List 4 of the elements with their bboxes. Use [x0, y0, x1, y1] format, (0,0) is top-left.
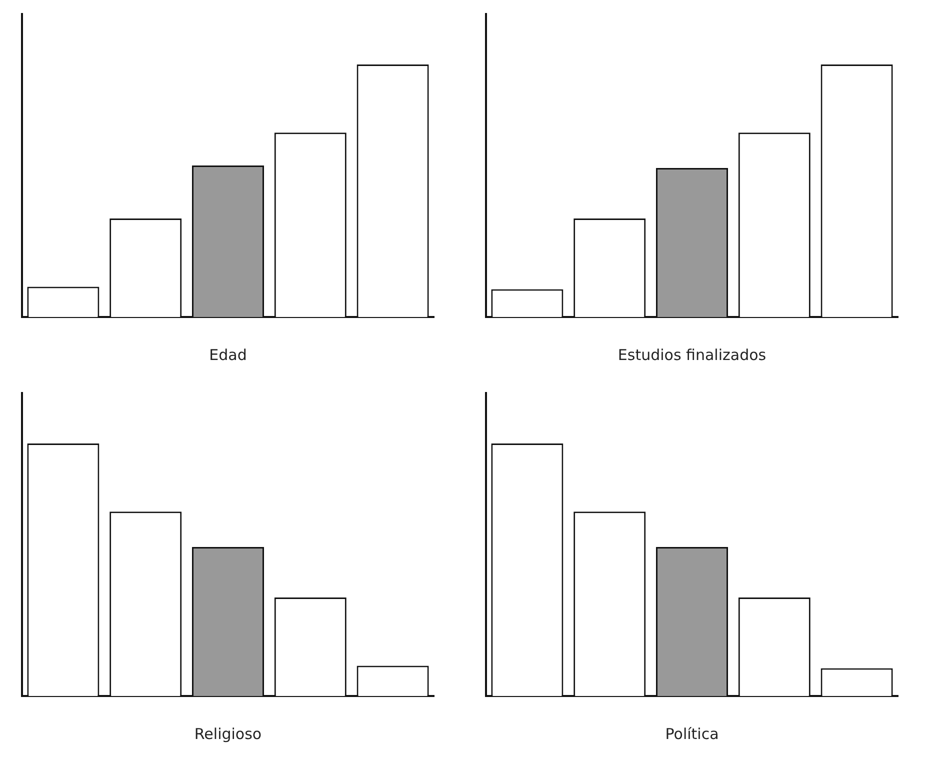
- x-axis-title: Religioso: [194, 724, 262, 743]
- x-axis-title: Edad: [209, 346, 247, 364]
- x-axis-title: Estudios finalizados: [618, 346, 766, 364]
- x-axis-title: Política: [665, 724, 719, 743]
